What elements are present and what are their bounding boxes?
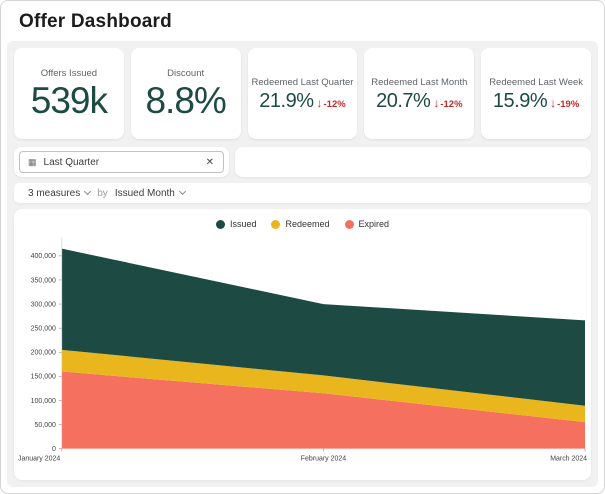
down-arrow-icon: ↓ bbox=[316, 95, 323, 110]
by-label: by bbox=[97, 187, 108, 199]
kpi-label: Discount bbox=[167, 68, 205, 79]
legend-item[interactable]: Redeemed bbox=[271, 219, 330, 229]
measures-bar: 3 measures by Issued Month bbox=[14, 183, 591, 203]
legend-item[interactable]: Issued bbox=[215, 219, 257, 229]
kpi-value: 21.9% bbox=[259, 89, 314, 112]
svg-text:350,000: 350,000 bbox=[31, 277, 56, 284]
kpi-card: Redeemed Last Month 20.7% ↓ -12% bbox=[364, 48, 475, 139]
dimension-dropdown[interactable]: Issued Month bbox=[114, 187, 186, 199]
kpi-delta: -19% bbox=[557, 98, 580, 110]
down-arrow-icon: ↓ bbox=[550, 95, 557, 110]
legend-dot-icon bbox=[215, 219, 225, 229]
date-filter-chip[interactable]: ▦ Last Quarter ✕ bbox=[19, 151, 224, 173]
chart-wrap: 0 50,000 100,000 150,000 200,000 250,000 300,0… bbox=[14, 231, 591, 480]
date-filter-label: Last Quarter bbox=[43, 156, 100, 168]
kpi-card: Redeemed Last Week 15.9% ↓ -19% bbox=[481, 48, 591, 139]
kpi-label: Redeemed Last Quarter bbox=[251, 76, 354, 88]
svg-text:100,000: 100,000 bbox=[31, 398, 56, 405]
stacked-area-chart: 0 50,000 100,000 150,000 200,000 250,000 300,0… bbox=[18, 237, 587, 463]
kpi-value: 8.8% bbox=[145, 80, 226, 121]
dashboard-content: Offers Issued 539k Discount 8.8% Redeemed La… bbox=[7, 41, 598, 487]
legend-label: Redeemed bbox=[285, 219, 330, 229]
kpi-card: Discount 8.8% bbox=[130, 48, 241, 139]
kpi-delta: -12% bbox=[440, 98, 463, 110]
svg-text:January 2024: January 2024 bbox=[18, 456, 60, 463]
svg-text:150,000: 150,000 bbox=[31, 374, 56, 381]
kpi-label: Redeemed Last Week bbox=[489, 76, 584, 88]
chart-panel: Issued Redeemed Expired 0 50,000 100,000 150,… bbox=[14, 209, 591, 480]
svg-text:February 2024: February 2024 bbox=[301, 456, 346, 463]
svg-text:300,000: 300,000 bbox=[31, 301, 56, 308]
legend-item[interactable]: Expired bbox=[344, 219, 390, 229]
kpi-delta: -12% bbox=[323, 98, 346, 110]
svg-text:0: 0 bbox=[52, 446, 56, 453]
remove-filter-button[interactable]: ✕ bbox=[205, 156, 214, 168]
kpi-card: Offers Issued 539k bbox=[14, 48, 124, 139]
chevron-down-icon bbox=[84, 187, 92, 196]
kpi-label: Redeemed Last Month bbox=[371, 76, 468, 88]
calendar-icon: ▦ bbox=[28, 156, 37, 167]
svg-text:400,000: 400,000 bbox=[31, 253, 56, 260]
svg-text:March 2024: March 2024 bbox=[550, 456, 587, 463]
date-filter-box: ▦ Last Quarter ✕ bbox=[14, 147, 229, 177]
svg-text:250,000: 250,000 bbox=[31, 326, 56, 333]
legend-label: Issued bbox=[229, 219, 257, 229]
filter-row: ▦ Last Quarter ✕ bbox=[14, 147, 591, 177]
svg-text:200,000: 200,000 bbox=[31, 350, 56, 357]
kpi-value: 20.7% bbox=[376, 89, 431, 112]
measures-dropdown-label: 3 measures bbox=[28, 187, 81, 199]
svg-text:50,000: 50,000 bbox=[35, 422, 56, 429]
page-title: Offer Dashboard bbox=[19, 11, 172, 32]
kpi-value: 15.9% bbox=[492, 89, 548, 112]
down-arrow-icon: ↓ bbox=[433, 95, 440, 110]
kpi-label: Offers Issued bbox=[40, 68, 98, 79]
chart-legend: Issued Redeemed Expired bbox=[14, 209, 591, 231]
kpi-card: Redeemed Last Quarter 21.9% ↓ -12% bbox=[247, 48, 358, 139]
kpi-row: Offers Issued 539k Discount 8.8% Redeemed La… bbox=[14, 48, 591, 139]
add-filter-bar[interactable] bbox=[235, 147, 591, 177]
dimension-dropdown-label: Issued Month bbox=[114, 187, 175, 199]
kpi-value: 539k bbox=[30, 80, 108, 121]
title-bar: Offer Dashboard bbox=[1, 1, 604, 41]
chevron-down-icon bbox=[178, 187, 186, 196]
measures-dropdown[interactable]: 3 measures bbox=[28, 187, 92, 199]
legend-dot-icon bbox=[271, 219, 281, 229]
legend-dot-icon bbox=[344, 219, 354, 229]
legend-label: Expired bbox=[358, 219, 390, 229]
